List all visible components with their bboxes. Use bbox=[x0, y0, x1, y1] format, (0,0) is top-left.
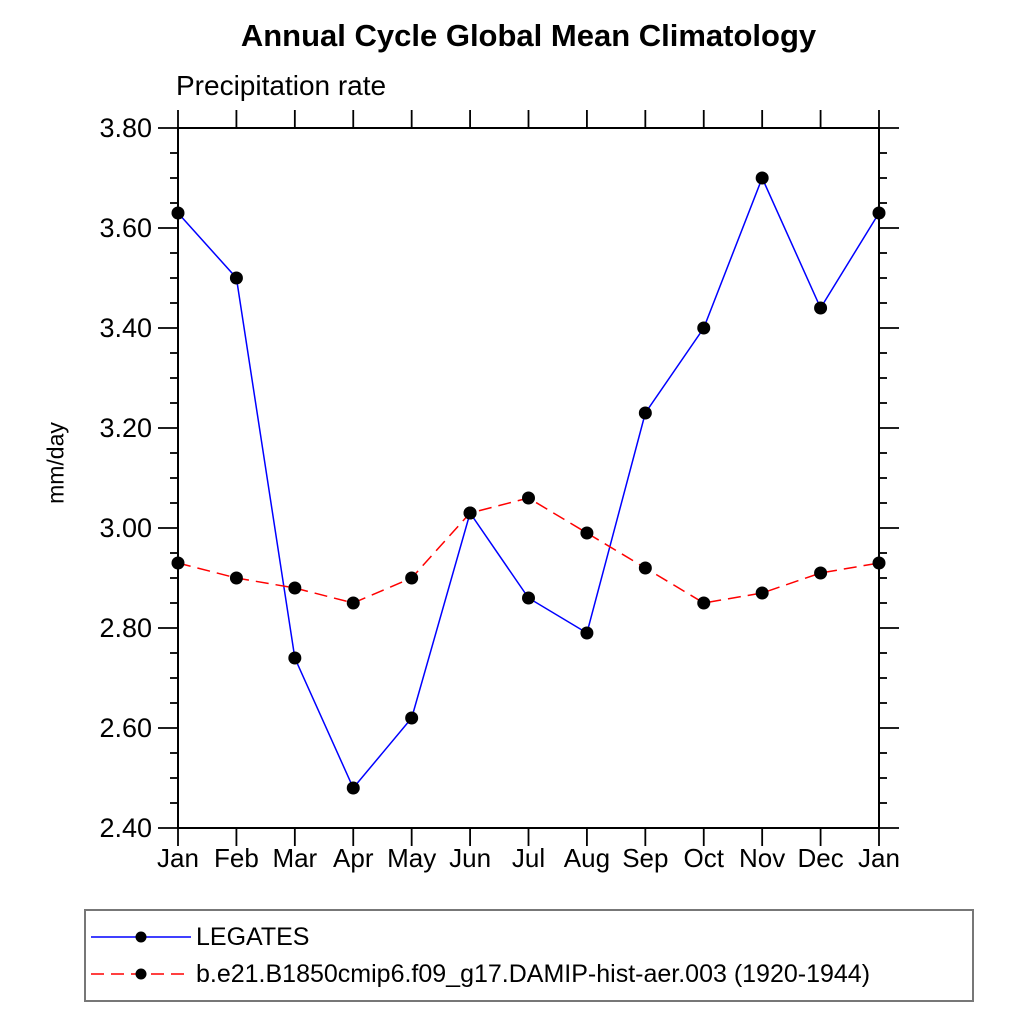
x-tick-label: Jun bbox=[449, 843, 492, 873]
series-0-marker bbox=[522, 591, 535, 605]
legend-entry-1: b.e21.B1850cmip6.f09_g17.DAMIP-hist-aer.… bbox=[86, 959, 972, 989]
series-1-marker bbox=[405, 571, 419, 585]
series-1-marker bbox=[522, 491, 535, 505]
series-1-marker bbox=[288, 581, 302, 595]
series-1-marker bbox=[463, 506, 477, 520]
series-0-marker bbox=[872, 206, 886, 220]
series-1-marker bbox=[697, 596, 711, 610]
x-tick-label: Dec bbox=[797, 843, 844, 873]
series-1-marker bbox=[814, 566, 828, 580]
series-0-marker bbox=[171, 206, 185, 220]
series-1-marker bbox=[346, 596, 360, 610]
plot-frame bbox=[177, 127, 880, 829]
series-1-marker bbox=[229, 571, 243, 585]
y-tick-label: 3.40 bbox=[99, 313, 152, 343]
legend-label: LEGATES bbox=[196, 922, 310, 951]
series-line-1 bbox=[177, 497, 880, 604]
x-tick-label: Mar bbox=[272, 843, 318, 873]
y-tick-label: 3.00 bbox=[99, 513, 152, 543]
y-tick-label: 3.60 bbox=[99, 213, 152, 243]
series-0-marker bbox=[755, 171, 769, 185]
series-1-marker bbox=[755, 586, 769, 600]
y-tick-label: 2.40 bbox=[99, 813, 152, 843]
series-0-marker bbox=[580, 626, 594, 640]
y-tick-label: 3.20 bbox=[99, 413, 152, 443]
legend-marker-icon bbox=[135, 931, 147, 943]
series-0-marker bbox=[697, 321, 711, 335]
legend-entry-0: LEGATES bbox=[86, 922, 972, 952]
series-0-marker bbox=[405, 711, 419, 725]
x-tick-label: Jul bbox=[511, 843, 546, 873]
legend: LEGATES b.e21.B1850cmip6.f09_g17.DAMIP-hi… bbox=[84, 909, 974, 1002]
series-line-0 bbox=[177, 176, 880, 790]
legend-swatch-dashed-line-icon bbox=[91, 968, 191, 980]
series-0-marker bbox=[346, 781, 360, 795]
series-0-marker bbox=[638, 406, 652, 420]
y-tick-label: 2.60 bbox=[99, 713, 152, 743]
x-tick-label: Aug bbox=[563, 843, 611, 873]
series-1-marker bbox=[872, 556, 886, 570]
x-tick-label: Apr bbox=[333, 843, 374, 873]
y-tick-label: 2.80 bbox=[99, 613, 152, 643]
series-1-marker bbox=[580, 526, 594, 540]
y-tick-label: 3.80 bbox=[99, 113, 152, 143]
x-tick-label: May bbox=[387, 843, 437, 873]
chart-subtitle: Precipitation rate bbox=[176, 70, 387, 101]
x-tick-label: Feb bbox=[214, 843, 259, 873]
legend-marker-icon bbox=[135, 968, 147, 980]
series-1-marker bbox=[171, 556, 185, 570]
x-tick-label: Nov bbox=[739, 843, 786, 873]
legend-label: b.e21.B1850cmip6.f09_g17.DAMIP-hist-aer.… bbox=[196, 959, 871, 988]
chart-title: Annual Cycle Global Mean Climatology bbox=[240, 18, 817, 53]
series-1-marker bbox=[638, 561, 652, 575]
series-0-marker bbox=[229, 271, 243, 285]
legend-swatch-solid-line-icon bbox=[91, 931, 191, 943]
x-tick-label: Jan bbox=[858, 843, 900, 873]
x-tick-label: Jan bbox=[157, 843, 199, 873]
series-0-marker bbox=[288, 651, 302, 665]
series-0-marker bbox=[814, 301, 828, 315]
x-tick-label: Oct bbox=[683, 843, 724, 873]
x-tick-label: Sep bbox=[622, 843, 669, 873]
